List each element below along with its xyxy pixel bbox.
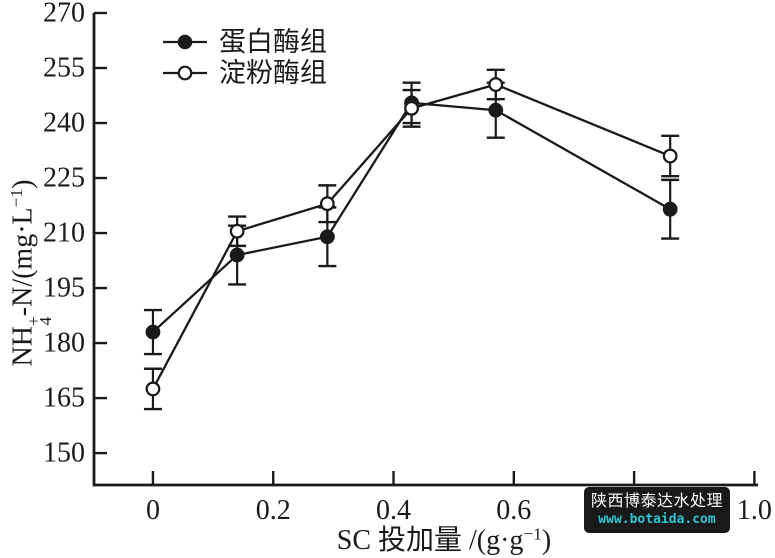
legend-label-amylase: 淀粉酶组 (219, 58, 327, 88)
series-amylase (143, 68, 680, 411)
series-line (151, 83, 671, 390)
chart-legend: 蛋白酶组 淀粉酶组 (162, 27, 327, 88)
y-tick-label: 210 (43, 218, 85, 249)
y-tick-label: 180 (43, 328, 85, 359)
y-tick-label: 270 (43, 0, 85, 29)
filled-circle-marker-icon (163, 34, 207, 50)
data-point-marker (319, 229, 335, 245)
plot-axes (92, 13, 758, 487)
data-point-marker (488, 77, 504, 92)
y-tick-label: 255 (43, 53, 85, 84)
y-axis-title: NH +4 -N/(mg·L−1) (7, 179, 56, 367)
data-point-marker (229, 247, 245, 263)
legend-label-protease: 蛋白酶组 (219, 27, 327, 57)
data-point-marker (488, 102, 504, 118)
data-point-marker (662, 148, 678, 164)
series-line (152, 101, 671, 333)
y-tick-label: 225 (43, 163, 85, 194)
data-point-marker (145, 324, 161, 340)
data-point-marker (662, 201, 678, 217)
x-tick-label: 0.6 (496, 495, 531, 526)
y-tick-label: 165 (43, 383, 85, 414)
watermark-company: 陕西博泰达水处理 (590, 493, 723, 510)
x-axis-title: SC 投加量 /(g·g−1) (336, 524, 552, 556)
y-tick-label: 195 (43, 273, 85, 304)
open-circle-marker-icon (163, 65, 207, 81)
y-tick-label: 240 (43, 108, 85, 139)
legend-entry-amylase: 淀粉酶组 (162, 58, 327, 88)
x-tick-label: 0 (146, 495, 160, 526)
watermark: 陕西博泰达水处理 www.botaida.com (584, 487, 730, 533)
legend-entry-protease: 蛋白酶组 (162, 27, 327, 57)
x-tick-label: 1.0 (737, 495, 772, 526)
x-tick-label: 0.4 (376, 495, 411, 526)
data-point-marker (319, 196, 335, 212)
watermark-url: www.botaida.com (598, 512, 716, 527)
y-tick-label: 150 (43, 438, 85, 469)
data-point-marker (145, 381, 161, 397)
x-tick-label: 0.2 (256, 495, 291, 526)
data-point-marker (229, 223, 245, 239)
data-point-marker (404, 100, 419, 116)
